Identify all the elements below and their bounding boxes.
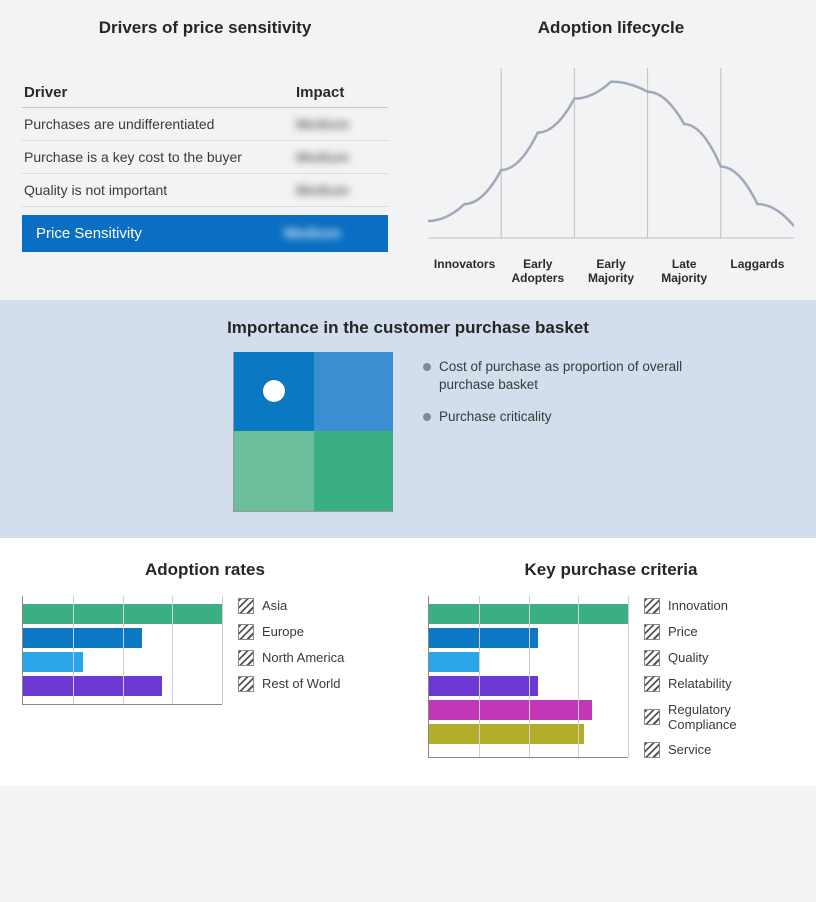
criteria-legend-label: Price	[668, 624, 698, 639]
purchase-criteria-plot	[428, 596, 628, 758]
purchase-criteria-title: Key purchase criteria	[428, 560, 794, 580]
criteria-legend-label: Quality	[668, 650, 708, 665]
hatch-swatch-icon	[644, 624, 660, 640]
criteria-bar	[429, 628, 538, 648]
quadrant-bottom-left	[234, 431, 314, 511]
hatch-swatch-icon	[238, 624, 254, 640]
hatch-swatch-icon	[644, 676, 660, 692]
lifecycle-chart: InnovatorsEarlyAdoptersEarlyMajorityLate…	[428, 68, 794, 286]
lifecycle-curve	[428, 68, 794, 258]
lifecycle-segment-label: Laggards	[721, 258, 794, 286]
adoption-gridline	[73, 596, 74, 704]
criteria-gridline	[479, 596, 480, 757]
adoption-rates-panel: Adoption rates Asia Europe North America Re…	[22, 560, 388, 758]
lifecycle-axis-labels: InnovatorsEarlyAdoptersEarlyMajorityLate…	[428, 258, 794, 286]
criteria-legend-item: Quality	[644, 650, 794, 666]
criteria-bar	[429, 652, 479, 672]
criteria-legend-label: Innovation	[668, 598, 728, 613]
lifecycle-segment-label: EarlyAdopters	[501, 258, 574, 286]
drivers-row: Purchase is a key cost to the buyerMediu…	[22, 141, 388, 174]
importance-legend: Cost of purchase as proportion of overal…	[423, 352, 683, 427]
col-driver-header: Driver	[24, 84, 296, 101]
criteria-legend-item: Regulatory Compliance	[644, 702, 794, 732]
adoption-rates-plot	[22, 596, 222, 705]
lifecycle-segment-label: EarlyMajority	[574, 258, 647, 286]
criteria-legend-label: Regulatory Compliance	[668, 702, 794, 732]
adoption-legend-item: Europe	[238, 624, 344, 640]
adoption-gridline	[172, 596, 173, 704]
criteria-bar	[429, 676, 538, 696]
importance-legend-item: Purchase criticality	[423, 408, 683, 426]
drivers-row-driver: Quality is not important	[24, 182, 296, 198]
adoption-rates-chart: Asia Europe North America Rest of World	[22, 596, 388, 705]
drivers-panel: Drivers of price sensitivity Driver Impa…	[22, 18, 388, 286]
drivers-summary-value: Medium	[284, 225, 341, 242]
criteria-gridline	[529, 596, 530, 757]
lifecycle-segment-label: LateMajority	[648, 258, 721, 286]
criteria-legend-item: Price	[644, 624, 794, 640]
drivers-row-impact: Medium	[296, 149, 349, 165]
adoption-bar	[23, 676, 162, 696]
adoption-legend-item: Asia	[238, 598, 344, 614]
criteria-legend-item: Relatability	[644, 676, 794, 692]
adoption-legend-label: North America	[262, 650, 344, 665]
criteria-legend-label: Service	[668, 742, 711, 757]
hatch-swatch-icon	[644, 650, 660, 666]
drivers-row-impact: Medium	[296, 116, 349, 132]
top-row: Drivers of price sensitivity Driver Impa…	[0, 0, 816, 300]
importance-quadrant	[233, 352, 393, 512]
importance-legend-item: Cost of purchase as proportion of overal…	[423, 358, 683, 394]
importance-legend-label: Cost of purchase as proportion of overal…	[439, 358, 683, 394]
drivers-row: Quality is not importantMedium	[22, 174, 388, 207]
drivers-table: Driver Impact Purchases are undifferenti…	[22, 80, 388, 252]
importance-title: Importance in the customer purchase bask…	[22, 318, 794, 338]
lifecycle-panel: Adoption lifecycle InnovatorsEarlyAdopte…	[428, 18, 794, 286]
criteria-bar	[429, 724, 584, 744]
criteria-legend-item: Innovation	[644, 598, 794, 614]
criteria-bar	[429, 700, 592, 720]
drivers-summary-row: Price Sensitivity Medium	[22, 215, 388, 252]
criteria-legend-label: Relatability	[668, 676, 732, 691]
hatch-swatch-icon	[644, 742, 660, 758]
hatch-swatch-icon	[238, 650, 254, 666]
hatch-swatch-icon	[238, 598, 254, 614]
drivers-row: Purchases are undifferentiatedMedium	[22, 108, 388, 141]
importance-legend-label: Purchase criticality	[439, 408, 552, 426]
importance-marker	[263, 380, 285, 402]
drivers-summary-label: Price Sensitivity	[36, 225, 284, 242]
criteria-legend-item: Service	[644, 742, 794, 758]
quadrant-top-right	[314, 352, 394, 432]
purchase-criteria-panel: Key purchase criteria Innovation Price Qua…	[428, 560, 794, 758]
drivers-title: Drivers of price sensitivity	[22, 18, 388, 38]
adoption-legend-label: Asia	[262, 598, 287, 613]
adoption-legend-label: Europe	[262, 624, 304, 639]
adoption-legend-label: Rest of World	[262, 676, 341, 691]
lifecycle-segment-label: Innovators	[428, 258, 501, 286]
purchase-criteria-legend: Innovation Price Quality Relatability Regula…	[644, 596, 794, 758]
adoption-rates-title: Adoption rates	[22, 560, 388, 580]
lifecycle-title: Adoption lifecycle	[428, 18, 794, 38]
adoption-legend-item: Rest of World	[238, 676, 344, 692]
importance-panel: Importance in the customer purchase bask…	[0, 300, 816, 538]
adoption-rates-legend: Asia Europe North America Rest of World	[238, 596, 344, 705]
drivers-row-impact: Medium	[296, 182, 349, 198]
adoption-bar	[23, 628, 142, 648]
adoption-gridline	[222, 596, 223, 704]
hatch-swatch-icon	[644, 709, 660, 725]
quadrant-bottom-right	[314, 431, 394, 511]
bottom-row: Adoption rates Asia Europe North America Re…	[0, 538, 816, 786]
drivers-table-header: Driver Impact	[22, 80, 388, 108]
criteria-gridline	[578, 596, 579, 757]
col-impact-header: Impact	[296, 84, 386, 101]
adoption-legend-item: North America	[238, 650, 344, 666]
bullet-icon	[423, 413, 431, 421]
adoption-gridline	[123, 596, 124, 704]
criteria-gridline	[628, 596, 629, 757]
hatch-swatch-icon	[238, 676, 254, 692]
hatch-swatch-icon	[644, 598, 660, 614]
drivers-row-driver: Purchase is a key cost to the buyer	[24, 149, 296, 165]
purchase-criteria-chart: Innovation Price Quality Relatability Regula…	[428, 596, 794, 758]
drivers-row-driver: Purchases are undifferentiated	[24, 116, 296, 132]
bullet-icon	[423, 363, 431, 371]
